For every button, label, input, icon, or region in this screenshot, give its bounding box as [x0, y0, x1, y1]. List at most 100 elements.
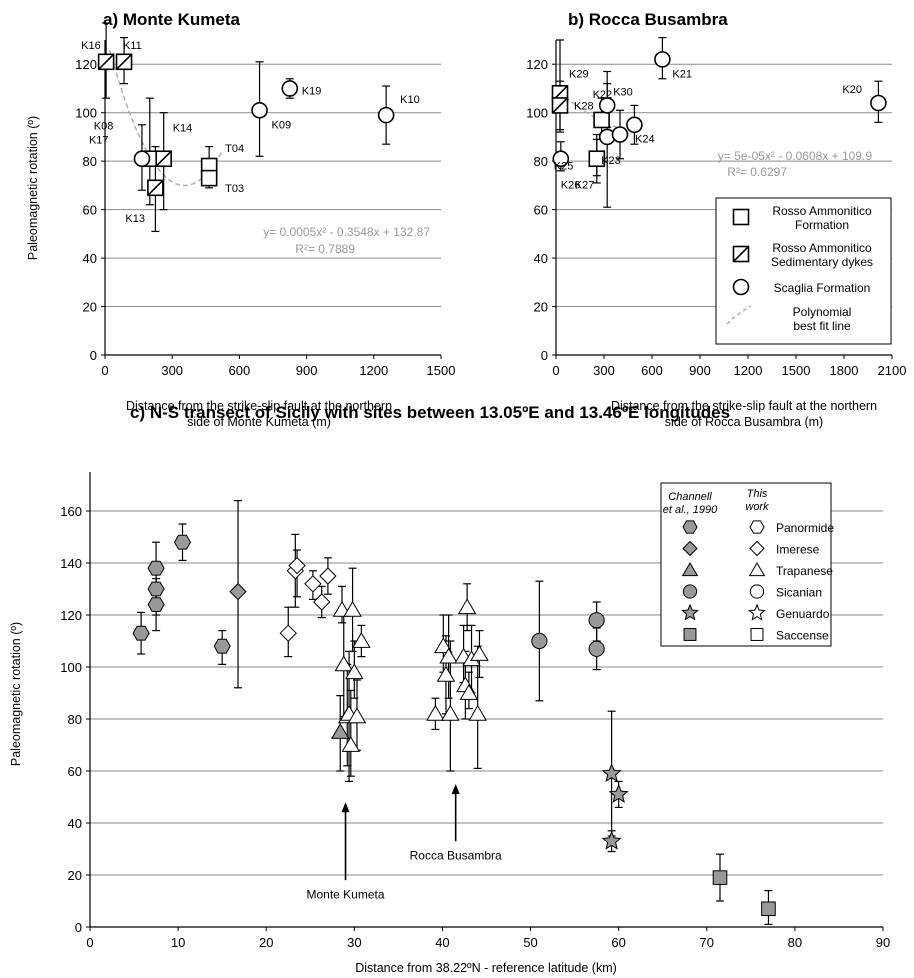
chart-c-legend-panormide-label: Panormide	[776, 521, 834, 535]
chart-a-xtick-label: 300	[161, 363, 183, 378]
chart-c-legend-sicanian-label: Sicanian	[776, 586, 822, 600]
chart-b-xlabel-line2: side of Rocca Busambra (m)	[665, 415, 823, 429]
chart-b-point-k24-label: K24	[635, 134, 655, 146]
chart-a-xtick-label: 0	[101, 363, 108, 378]
chart-c-channell-panormide-1-marker	[147, 560, 165, 576]
chart-c-ytick-label: 120	[60, 608, 82, 623]
chart-b-ytick-label: 40	[534, 251, 548, 266]
chart-c-legend-genuardo-thiswork-swatch	[748, 603, 766, 621]
chart-c-title: c) N-S transect of Sicily with sites bet…	[130, 403, 730, 422]
chart-c-thiswork-trapanese-1-marker	[334, 655, 354, 672]
chart-b-legend-formation-label: Formation	[795, 218, 849, 232]
chart-c-annotation-monte-kumeta-label: Monte Kumeta	[306, 887, 384, 901]
chart-c-legend-trapanese-label: Trapanese	[776, 564, 833, 578]
chart-a-ytick-label: 100	[75, 106, 97, 121]
chart-c-thiswork-trapanese-10-marker	[434, 637, 453, 654]
chart-c-channell-saccense-0-marker	[712, 870, 728, 885]
chart-a-point-k17-marker	[133, 150, 151, 168]
chart-a-fit-equation: y= 0.0005x² - 0.3548x + 132.87	[263, 225, 430, 239]
chart-c-annotation-monte-kumeta-arrow-head	[341, 802, 350, 813]
chart-c-ytick-label: 20	[68, 868, 82, 883]
chart-b-fit-equation: y= 5e-05x² - 0.0608x + 109.9	[718, 149, 872, 163]
chart-b-point-k26-label: K26	[561, 180, 581, 192]
chart-c-legend-saccense-label: Saccense	[776, 629, 829, 643]
chart-c-channell-genuardo-0-marker	[601, 763, 622, 783]
chart-c-channell-saccense-1-marker	[761, 901, 776, 917]
chart-c-thiswork-imerese-2-marker	[288, 556, 306, 575]
chart-c-xtick-label: 50	[523, 935, 537, 950]
chart-c-channell-panormide-4-marker	[173, 534, 192, 550]
chart-b-ytick-label: 100	[526, 106, 548, 121]
chart-c-xtick-label: 0	[86, 935, 93, 950]
chart-c-channell-panormide-0-marker	[132, 625, 150, 641]
chart-a-point-k09-label: K09	[272, 119, 292, 131]
chart-b-legend-dyke-label: Sedimentary dykes	[771, 255, 873, 269]
chart-c-xtick-label: 60	[611, 935, 625, 950]
chart-b-xtick-label: 0	[552, 363, 559, 378]
chart-b-point-k28-label: K28	[574, 100, 594, 112]
chart-c-channell-panormide-2-marker	[147, 581, 165, 597]
chart-a-fit-line	[108, 49, 223, 187]
chart-a-xtick-label: 1200	[359, 363, 388, 378]
chart-a-point-k10-label: K10	[400, 94, 420, 106]
chart-c-thiswork-trapanese-6-marker	[345, 663, 364, 680]
chart-a-xlabel-line1: Distance from the strike-slip fault at t…	[126, 399, 392, 413]
chart-c-thiswork-trapanese-12-marker	[439, 647, 458, 664]
chart-b-point-9-marker	[626, 116, 643, 134]
chart-c-ytick-label: 140	[60, 556, 82, 571]
chart-a-xtick-label: 600	[229, 363, 251, 378]
chart-c-ytick-label: 80	[68, 712, 82, 727]
chart-b-point-k20-label: K20	[842, 84, 862, 96]
chart-c-thiswork-trapanese-13-marker	[441, 704, 460, 721]
chart-b-xtick-label: 1200	[734, 363, 763, 378]
chart-c-legend-imerese-label: Imerese	[776, 543, 820, 557]
chart-a-fit-r2: R²= 0.7889	[295, 242, 355, 256]
chart-b-legend-formation-label: Rosso Ammonitico	[772, 204, 872, 218]
chart-c-thiswork-imerese-5-marker	[319, 567, 337, 585]
chart-c-legend-header-thiswork: work	[745, 501, 769, 513]
chart-a-point-k14-label: K14	[173, 123, 193, 135]
chart-a-point-t04-label: T04	[225, 143, 244, 155]
chart-b-point-k27-label: K27	[575, 180, 595, 192]
chart-b-xtick-label: 900	[689, 363, 711, 378]
chart-c-channell-imerese-0-marker	[229, 582, 247, 601]
chart-c-legend-panormide-thiswork-swatch	[749, 520, 765, 534]
chart-c-legend-panormide-channell-swatch	[682, 520, 698, 534]
chart-c-legend-genuardo-channell-swatch	[681, 603, 699, 621]
chart-c-xtick-label: 10	[171, 935, 185, 950]
chart-a-point-t03-marker	[200, 169, 218, 187]
chart-c-channell-sicanian-0-marker	[531, 632, 548, 650]
chart-a-point-k10-marker	[377, 106, 395, 124]
chart-b-legend-scaglia-marker	[732, 278, 750, 296]
chart-c-ytick-label: 100	[60, 660, 82, 675]
chart-c-thiswork-trapanese-4-marker	[341, 736, 361, 752]
chart-c-thiswork-trapanese-9-marker	[426, 704, 445, 721]
chart-c-channell-genuardo-2-marker	[608, 783, 629, 803]
chart-c-legend-trapanese-thiswork-swatch	[748, 562, 766, 577]
chart-c-legend-header-channell-suffix: et al., 1990	[663, 504, 718, 516]
chart-a-point-k16-label: K16	[81, 40, 101, 52]
chart-a-point-k16-marker-hatch	[98, 53, 115, 70]
chart-b-title: b) Rocca Busambra	[568, 10, 728, 29]
chart-b-point-k24-marker	[611, 126, 629, 143]
chart-b-point-k21-label: K21	[672, 68, 692, 80]
chart-c-legend-genuardo-label: Genuardo	[776, 607, 830, 621]
chart-c-thiswork-trapanese-19-marker	[470, 645, 489, 661]
chart-c-legend-sicanian-thiswork-swatch	[749, 584, 765, 599]
chart-c-thiswork-trapanese-5-marker	[343, 600, 362, 617]
chart-c-channell-trapanese-0-marker	[330, 723, 350, 739]
chart-b-point-k23-label: K23	[601, 155, 621, 167]
chart-b-point-k30-label: K30	[613, 86, 633, 98]
chart-c-xtick-label: 30	[347, 935, 361, 950]
chart-b-legend-fit-swatch	[726, 305, 752, 325]
chart-c-thiswork-trapanese-11-marker	[436, 665, 456, 682]
chart-b-point-k30-marker	[598, 97, 616, 114]
chart-a-point-k11-label: K11	[123, 40, 142, 52]
chart-c-thiswork-trapanese-17-marker	[459, 684, 479, 700]
chart-b-legend-dyke-label: Rosso Ammonitico	[772, 241, 872, 255]
chart-c-legend-imerese-thiswork-swatch	[749, 540, 765, 557]
chart-b-legend-dyke-marker-hatch	[732, 245, 750, 263]
chart-c-annotation-rocca-busambra-label: Rocca Busambra	[410, 848, 502, 862]
chart-c-channell-genuardo-1-marker	[601, 830, 622, 850]
